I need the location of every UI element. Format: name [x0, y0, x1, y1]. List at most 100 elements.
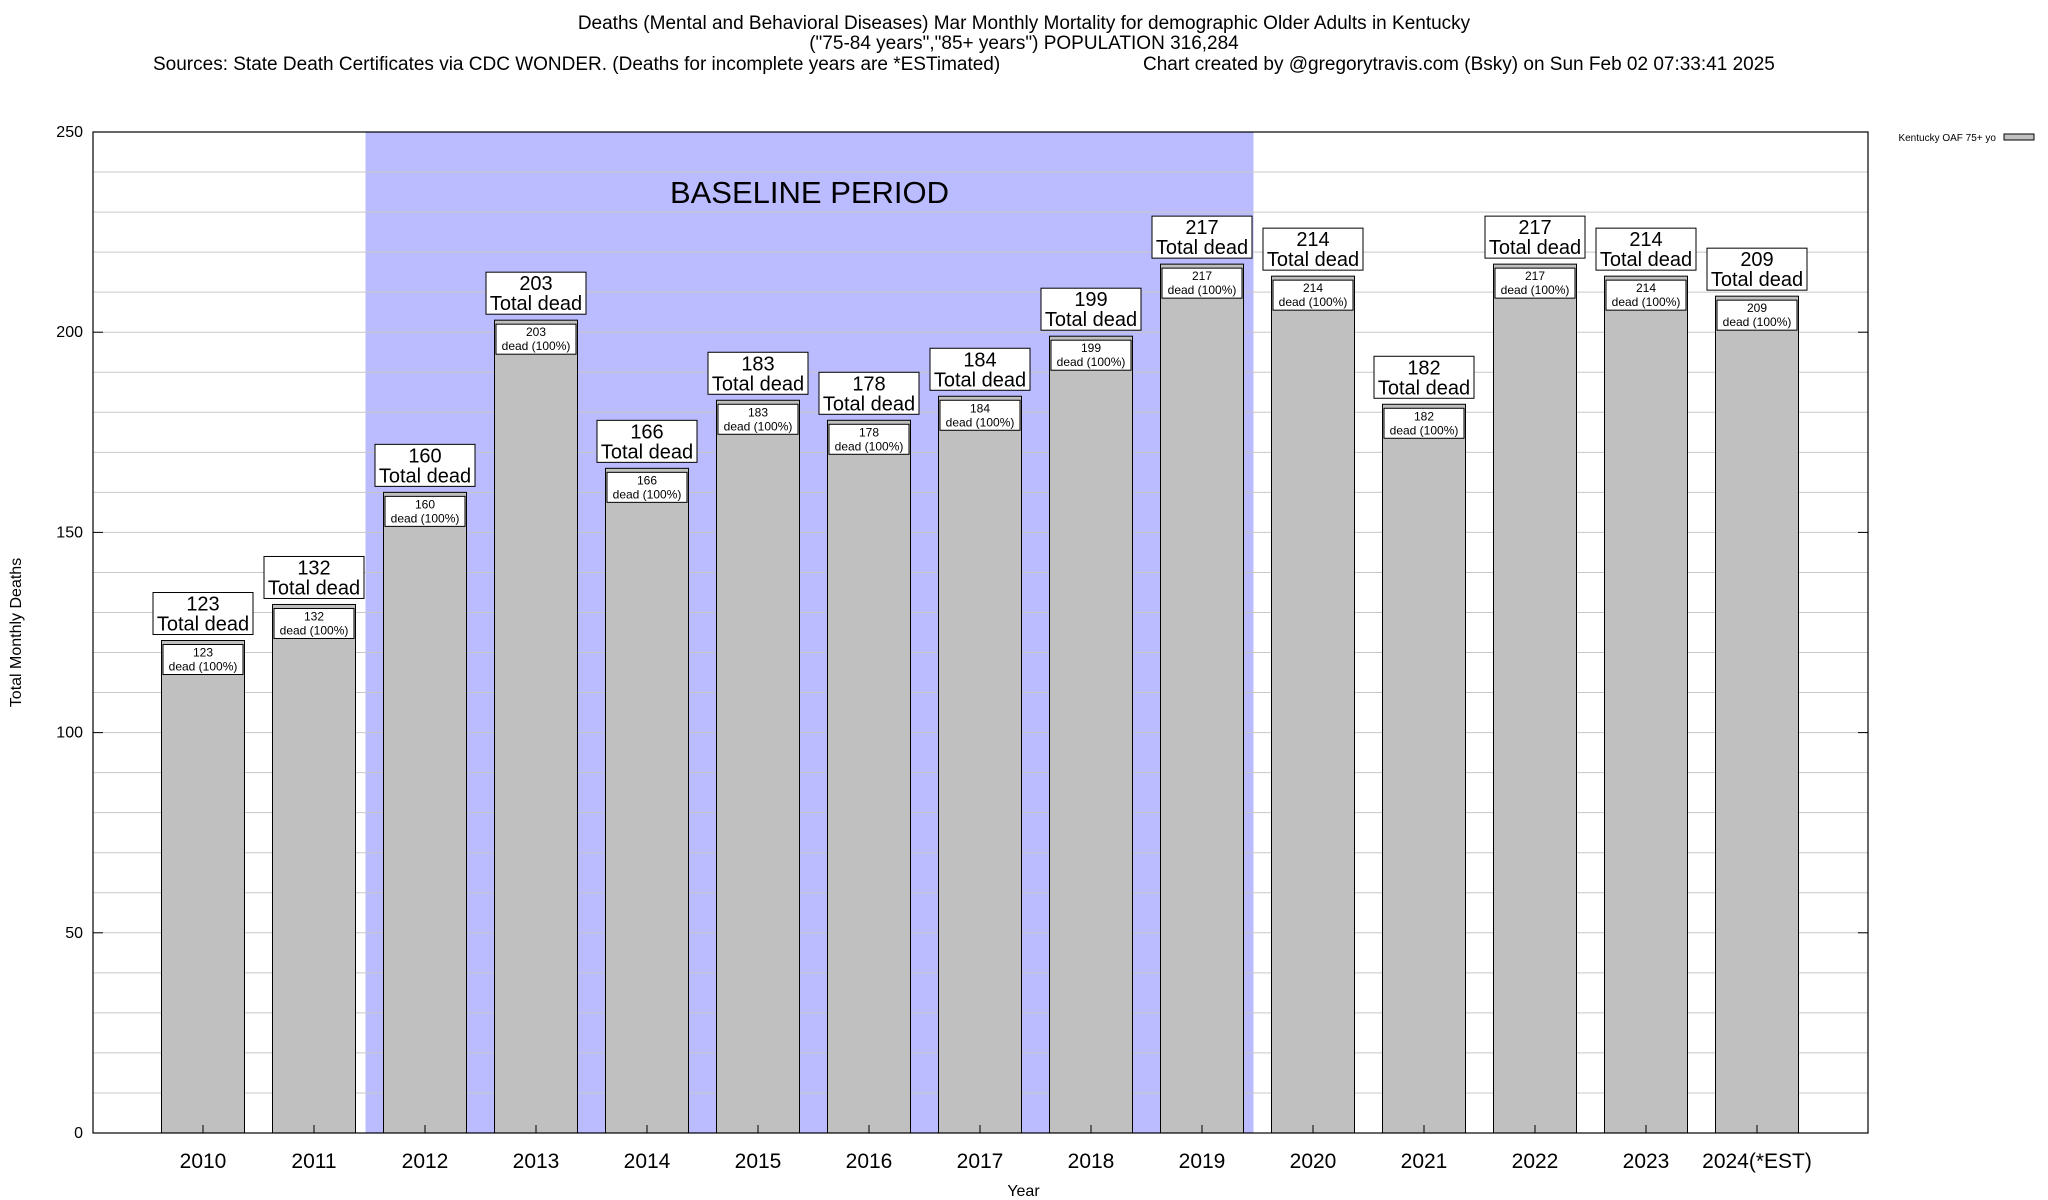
total-label-text: Total dead — [1045, 309, 1137, 331]
data-label: 182 — [1407, 357, 1440, 379]
total-label-box — [818, 371, 920, 415]
bar-2021 — [1382, 403, 1466, 1134]
inner-label-box — [1494, 267, 1576, 299]
legend-label: Kentucky OAF 75+ yo — [1898, 133, 1996, 144]
data-label: 203 — [519, 273, 552, 295]
chart-subtitle: ("75-84 years","85+ years") POPULATION 3… — [809, 33, 1239, 54]
bar-2020 — [1271, 275, 1355, 1134]
x-tick-label-2010: 2010 — [180, 1150, 227, 1173]
inner-label-box — [273, 607, 355, 639]
total-label-box — [929, 347, 1031, 391]
total-label-text: Total dead — [490, 293, 582, 315]
total-label-text: Total dead — [1378, 377, 1470, 399]
inner-label-text: dead (100%) — [835, 439, 904, 453]
inner-label-value: 132 — [304, 609, 324, 623]
inner-label-box — [1716, 299, 1798, 331]
inner-label-text: dead (100%) — [502, 339, 571, 353]
total-label-box — [374, 443, 476, 487]
total-label-text: Total dead — [1600, 249, 1692, 271]
bar-2011 — [272, 603, 356, 1134]
inner-label-value: 203 — [526, 325, 546, 339]
total-label-text: Total dead — [601, 441, 693, 463]
inner-label-box — [495, 323, 577, 355]
inner-label-text: dead (100%) — [169, 660, 238, 674]
total-label-text: Total dead — [712, 373, 804, 395]
inner-label-value: 217 — [1192, 269, 1212, 283]
inner-label-value: 214 — [1303, 281, 1323, 295]
total-label-box — [1595, 227, 1697, 271]
inner-label-text: dead (100%) — [280, 623, 349, 637]
data-label: 209 — [1740, 249, 1773, 271]
data-label: 123 — [186, 594, 219, 616]
bar-2022 — [1493, 263, 1577, 1134]
inner-label-value: 184 — [970, 401, 990, 415]
bar-2012 — [383, 491, 467, 1134]
total-label-text: Total dead — [823, 393, 915, 415]
total-label-text: Total dead — [1711, 269, 1803, 291]
total-label-text: Total dead — [157, 614, 249, 636]
inner-label-text: dead (100%) — [1501, 283, 1570, 297]
x-tick-label-2020: 2020 — [1290, 1150, 1337, 1173]
total-label-box — [485, 271, 587, 315]
total-label-box — [1373, 355, 1475, 399]
data-label: 214 — [1629, 229, 1662, 251]
inner-label-value: 178 — [859, 425, 879, 439]
data-label: 160 — [408, 445, 441, 467]
bar-2024(*EST) — [1715, 295, 1799, 1134]
inner-label-box — [606, 471, 688, 503]
total-label-text: Total dead — [379, 465, 471, 487]
inner-label-box — [717, 403, 799, 435]
baseline-period-label: BASELINE PERIOD — [670, 175, 949, 210]
bar-2015 — [716, 399, 800, 1134]
y-tick-label: 0 — [74, 1125, 83, 1142]
x-tick-label-2015: 2015 — [735, 1150, 782, 1173]
total-label-box — [1484, 215, 1586, 259]
data-label: 184 — [963, 349, 996, 371]
total-label-text: Total dead — [1156, 237, 1248, 259]
inner-label-value: 214 — [1636, 281, 1656, 295]
inner-label-value: 183 — [748, 405, 768, 419]
bar-2019 — [1160, 263, 1244, 1134]
inner-label-value: 182 — [1414, 409, 1434, 423]
inner-label-value: 123 — [193, 646, 213, 660]
bar-2013 — [494, 319, 578, 1134]
total-label-text: Total dead — [1489, 237, 1581, 259]
total-label-box — [263, 555, 365, 599]
data-label: 178 — [852, 373, 885, 395]
x-tick-label-2017: 2017 — [957, 1150, 1004, 1173]
inner-label-box — [1383, 407, 1465, 439]
y-axis-label: Total Monthly Deaths — [8, 558, 25, 707]
data-label: 199 — [1074, 289, 1107, 311]
bar-2014 — [605, 467, 689, 1134]
chart-credit: Chart created by @gregorytravis.com (Bsk… — [1143, 54, 1775, 75]
x-tick-label-2022: 2022 — [1512, 1150, 1559, 1173]
data-label: 166 — [630, 421, 663, 443]
inner-label-box — [828, 423, 910, 455]
x-tick-label-2019: 2019 — [1179, 1150, 1226, 1173]
x-tick-label-2024(*EST): 2024(*EST) — [1702, 1150, 1812, 1173]
bar-2010 — [161, 640, 245, 1134]
inner-label-box — [1161, 267, 1243, 299]
x-tick-label-2014: 2014 — [624, 1150, 671, 1173]
inner-label-box — [1050, 339, 1132, 371]
inner-label-value: 166 — [637, 473, 657, 487]
y-tick-label: 50 — [65, 925, 83, 942]
total-label-text: Total dead — [1267, 249, 1359, 271]
inner-label-text: dead (100%) — [1168, 283, 1237, 297]
total-label-box — [1040, 287, 1142, 331]
bar-2016 — [827, 419, 911, 1134]
inner-label-text: dead (100%) — [1279, 295, 1348, 309]
plot-border — [92, 131, 1869, 1134]
data-label: 217 — [1518, 217, 1551, 239]
inner-label-text: dead (100%) — [724, 419, 793, 433]
total-label-box — [152, 592, 254, 636]
inner-label-box — [939, 399, 1021, 431]
inner-label-text: dead (100%) — [1723, 315, 1792, 329]
x-tick-label-2016: 2016 — [846, 1150, 893, 1173]
y-tick-label: 250 — [56, 124, 83, 141]
inner-label-box — [1605, 279, 1687, 311]
total-label-box — [707, 351, 809, 395]
inner-label-value: 160 — [415, 497, 435, 511]
